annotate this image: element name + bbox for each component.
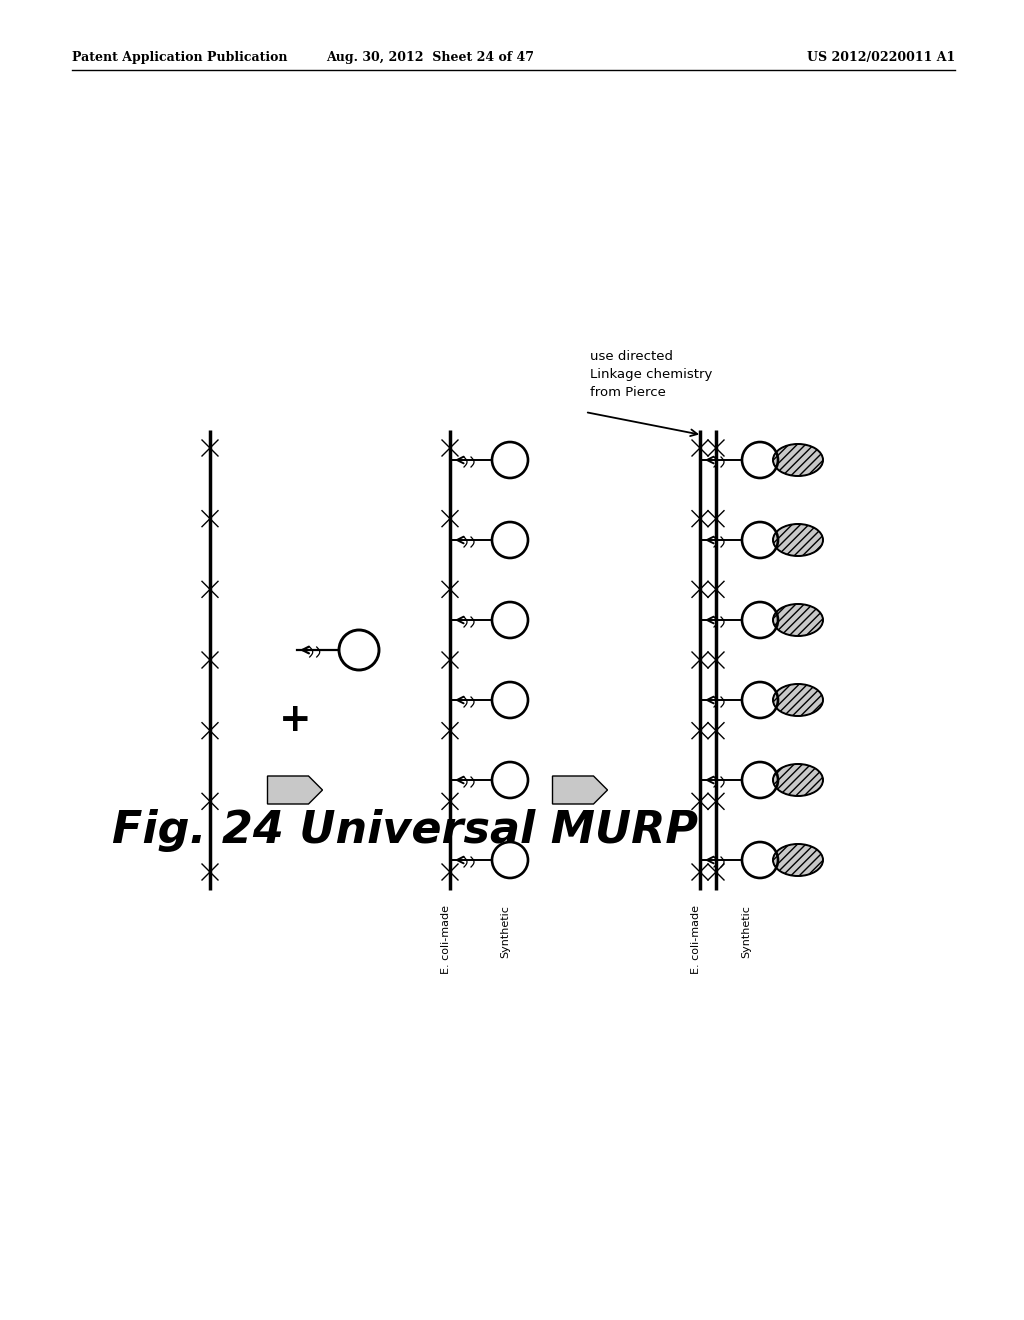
Text: E. coli-made: E. coli-made	[691, 906, 701, 974]
Text: Aug. 30, 2012  Sheet 24 of 47: Aug. 30, 2012 Sheet 24 of 47	[326, 51, 534, 65]
Ellipse shape	[773, 444, 823, 477]
Text: US 2012/0220011 A1: US 2012/0220011 A1	[807, 51, 955, 65]
Text: +: +	[279, 701, 311, 739]
Text: Fig. 24 Universal MURP: Fig. 24 Universal MURP	[112, 808, 698, 851]
Ellipse shape	[773, 524, 823, 556]
Ellipse shape	[773, 764, 823, 796]
Text: use directed
Linkage chemistry
from Pierce: use directed Linkage chemistry from Pier…	[590, 350, 713, 399]
Text: E. coli-made: E. coli-made	[441, 906, 451, 974]
Ellipse shape	[773, 843, 823, 876]
Text: Patent Application Publication: Patent Application Publication	[72, 51, 288, 65]
Ellipse shape	[773, 684, 823, 715]
Polygon shape	[267, 776, 323, 804]
Text: Synthetic: Synthetic	[500, 906, 510, 958]
Polygon shape	[553, 776, 607, 804]
Text: Synthetic: Synthetic	[741, 906, 751, 958]
Ellipse shape	[773, 605, 823, 636]
